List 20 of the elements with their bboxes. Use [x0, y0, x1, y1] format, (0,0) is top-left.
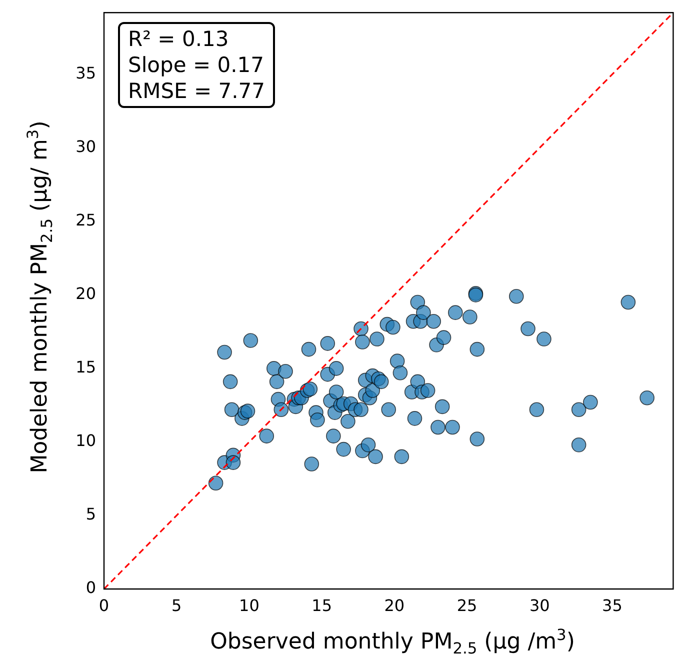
x-tick-label: 30: [529, 596, 550, 615]
annotation: Slope = 0.17: [128, 52, 265, 78]
x-axis-title: Observed monthly PM$_{2.5}$ (µg /m$^{3}$): [209, 626, 576, 658]
x-tick-label: 25: [456, 596, 478, 615]
y-tick-label: 30: [76, 137, 96, 156]
y-tick-label: 25: [76, 210, 96, 230]
y-tick-label: 5: [86, 504, 96, 524]
x-tick-label: 15: [312, 596, 332, 615]
y-tick-label: 15: [76, 358, 96, 377]
y-tick-label: 0: [86, 578, 96, 598]
x-tick-label: 0: [98, 596, 110, 615]
x-tick-label: 5: [172, 596, 182, 615]
y-tick-label: 20: [76, 284, 96, 304]
x-tick-label: 10: [239, 596, 260, 615]
x-tick-label: 20: [384, 596, 405, 615]
annotation: R² = 0.13: [128, 26, 230, 52]
annotation: RMSE = 7.77: [128, 78, 266, 104]
y-tick-label: 35: [76, 64, 96, 83]
y-tick-label: 10: [76, 431, 96, 450]
x-tick-label: 35: [602, 596, 622, 615]
